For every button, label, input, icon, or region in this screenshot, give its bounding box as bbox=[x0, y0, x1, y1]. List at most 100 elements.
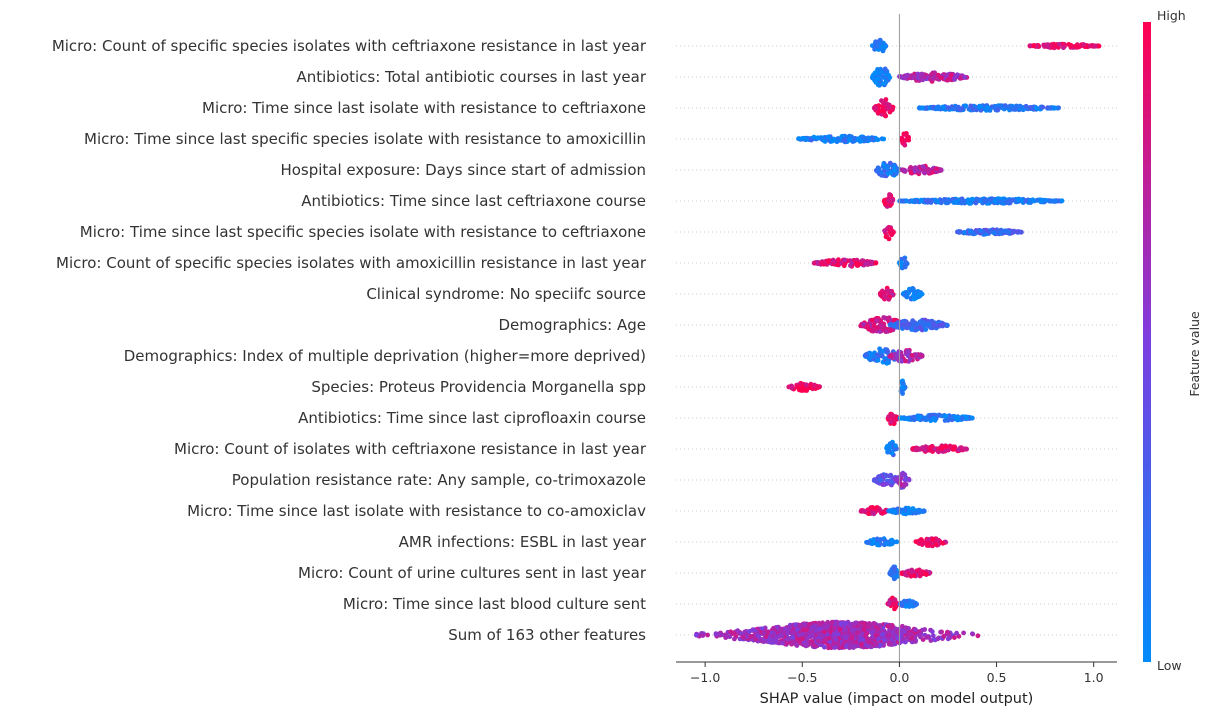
feature-points-row bbox=[864, 536, 948, 549]
shap-point bbox=[948, 72, 954, 78]
shap-point bbox=[903, 358, 908, 364]
shap-point bbox=[914, 167, 920, 173]
shap-point bbox=[1031, 43, 1037, 49]
shap-point bbox=[842, 136, 847, 142]
feature-points-row bbox=[858, 505, 927, 517]
shap-point bbox=[886, 632, 892, 638]
shap-point bbox=[975, 633, 981, 639]
shap-point bbox=[876, 507, 882, 513]
feature-label: Population resistance rate: Any sample, … bbox=[232, 471, 646, 489]
shap-point bbox=[903, 262, 909, 267]
shap-point bbox=[959, 200, 964, 206]
shap-point bbox=[732, 636, 737, 642]
shap-point bbox=[811, 383, 817, 389]
shap-point bbox=[901, 256, 907, 262]
shap-point bbox=[889, 637, 895, 643]
shap-point bbox=[827, 639, 833, 645]
shap-point bbox=[905, 349, 911, 354]
feature-label: Clinical syndrome: No speciifc source bbox=[366, 285, 646, 303]
shap-point bbox=[892, 566, 897, 572]
shap-point bbox=[998, 230, 1003, 236]
shap-point bbox=[881, 315, 887, 320]
feature-label: Micro: Count of isolates with ceftriaxon… bbox=[174, 440, 647, 458]
colorbar-low-label: Low bbox=[1157, 658, 1182, 673]
shap-point bbox=[912, 602, 918, 608]
shap-point bbox=[992, 198, 997, 204]
shap-point bbox=[883, 97, 889, 102]
shap-point bbox=[887, 109, 893, 115]
shap-point bbox=[943, 444, 949, 449]
shap-point bbox=[901, 636, 906, 642]
shap-point bbox=[888, 419, 894, 424]
shap-point bbox=[900, 384, 905, 390]
shap-point bbox=[818, 622, 823, 627]
shap-point bbox=[903, 625, 909, 631]
shap-point bbox=[978, 228, 983, 234]
shap-point bbox=[938, 199, 944, 205]
shap-point bbox=[862, 625, 868, 631]
shap-point bbox=[803, 388, 809, 393]
shap-point bbox=[931, 416, 936, 421]
shap-point bbox=[818, 260, 824, 266]
shap-point bbox=[810, 632, 815, 638]
shap-point bbox=[817, 626, 822, 632]
shap-point bbox=[904, 133, 909, 138]
shap-point bbox=[735, 628, 741, 634]
shap-point bbox=[895, 351, 900, 357]
shap-point bbox=[796, 632, 802, 638]
shap-point bbox=[871, 511, 877, 517]
feature-points-row bbox=[858, 315, 950, 335]
shap-point bbox=[860, 637, 865, 642]
shap-point bbox=[848, 263, 853, 268]
shap-point bbox=[880, 108, 886, 114]
shap-point bbox=[1023, 103, 1029, 109]
shap-point bbox=[790, 640, 796, 646]
shap-point bbox=[886, 296, 892, 302]
shap-point bbox=[922, 74, 928, 80]
shap-point bbox=[870, 74, 876, 79]
shap-point bbox=[955, 415, 961, 421]
shap-point bbox=[1040, 104, 1046, 110]
shap-point bbox=[984, 104, 990, 110]
shap-point bbox=[832, 259, 838, 264]
shap-point bbox=[878, 642, 883, 647]
feature-label: Micro: Time since last specific species … bbox=[80, 223, 646, 241]
shap-point bbox=[864, 540, 870, 545]
shap-point bbox=[1028, 43, 1033, 49]
feature-label: Antibiotics: Time since last ceftriaxone… bbox=[301, 192, 646, 210]
shap-point bbox=[833, 637, 839, 642]
shap-point bbox=[766, 639, 772, 645]
shap-point bbox=[945, 636, 951, 642]
shap-point bbox=[1047, 105, 1053, 111]
shap-point bbox=[962, 229, 967, 235]
shap-point bbox=[952, 77, 957, 82]
shap-point bbox=[870, 505, 875, 510]
shap-point bbox=[898, 600, 904, 606]
shap-point bbox=[1033, 105, 1039, 111]
shap-point bbox=[890, 413, 896, 419]
shap-point bbox=[887, 192, 892, 197]
shap-point bbox=[804, 382, 809, 388]
shap-point bbox=[900, 140, 906, 146]
shap-point bbox=[823, 637, 828, 643]
shap-point bbox=[917, 632, 923, 638]
shap-point bbox=[964, 415, 969, 421]
feature-label: Micro: Time since last blood culture sen… bbox=[343, 595, 646, 613]
shap-point bbox=[886, 601, 892, 607]
feature-points-row bbox=[869, 66, 970, 88]
shap-point bbox=[961, 630, 966, 636]
shap-point bbox=[911, 573, 917, 578]
shap-point bbox=[880, 48, 886, 54]
shap-point bbox=[791, 629, 797, 635]
shap-point bbox=[880, 482, 886, 487]
feature-points-row bbox=[882, 224, 1024, 242]
shap-point bbox=[830, 138, 835, 144]
shap-point bbox=[995, 107, 1001, 113]
shap-point bbox=[882, 112, 887, 118]
feature-label: Sum of 163 other features bbox=[448, 626, 646, 644]
shap-point bbox=[843, 635, 849, 641]
shap-point bbox=[917, 319, 923, 325]
shap-point bbox=[913, 510, 919, 516]
shap-point bbox=[770, 637, 776, 643]
shap-point bbox=[870, 624, 876, 630]
